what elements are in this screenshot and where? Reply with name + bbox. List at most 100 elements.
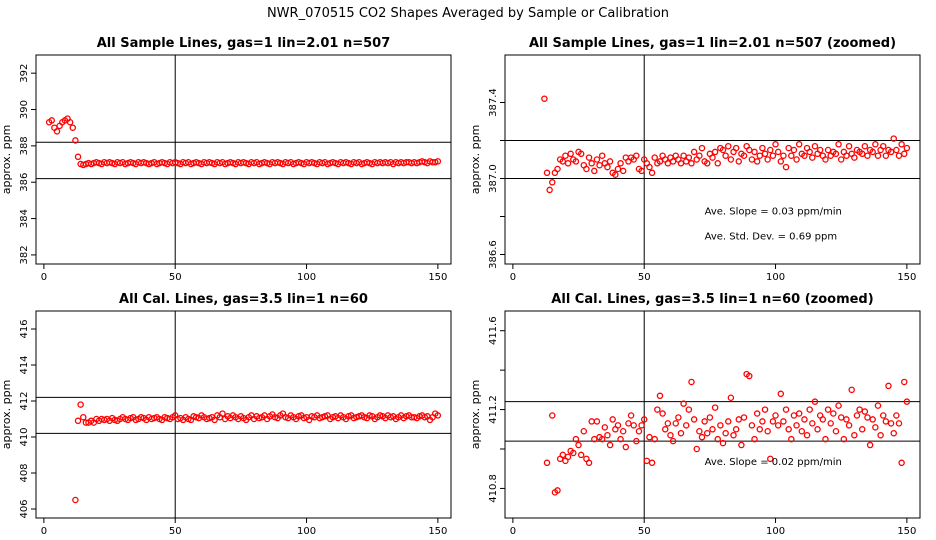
data-point xyxy=(719,439,727,447)
data-point xyxy=(675,414,682,421)
data-point xyxy=(669,158,677,165)
data-point xyxy=(869,416,876,423)
data-point xyxy=(861,408,869,415)
data-point xyxy=(824,406,832,413)
data-point xyxy=(793,422,800,429)
data-point xyxy=(746,372,753,380)
data-point xyxy=(717,422,724,429)
y-tick-label: 386 xyxy=(19,173,30,192)
x-tick-label: 150 xyxy=(897,272,916,283)
data-point xyxy=(604,431,611,439)
data-point xyxy=(903,398,911,405)
data-point xyxy=(693,445,700,453)
data-point xyxy=(72,496,79,504)
data-point xyxy=(688,378,695,386)
data-point xyxy=(680,400,687,407)
data-point xyxy=(830,410,837,417)
x-tick-label: 100 xyxy=(297,272,316,283)
data-point xyxy=(688,160,695,167)
data-point xyxy=(703,160,711,167)
data-point xyxy=(751,435,758,443)
data-point xyxy=(643,457,651,465)
y-axis-label: approx. ppm xyxy=(0,125,13,195)
data-point xyxy=(769,418,777,425)
data-point xyxy=(740,152,748,159)
data-point xyxy=(735,416,743,423)
data-point xyxy=(577,150,585,158)
data-point xyxy=(811,398,819,405)
data-point xyxy=(588,160,595,167)
data-point xyxy=(606,441,614,449)
data-point xyxy=(549,412,556,419)
data-point xyxy=(879,412,887,419)
data-point xyxy=(554,165,561,173)
data-point xyxy=(769,152,777,159)
data-point xyxy=(869,148,876,156)
data-point xyxy=(793,156,800,163)
data-point xyxy=(887,420,895,427)
data-point xyxy=(635,428,643,435)
y-tick-label: 387.0 xyxy=(488,164,499,193)
data-point xyxy=(874,402,882,409)
data-point xyxy=(74,153,82,161)
y-tick-label: 411.6 xyxy=(488,316,499,345)
x-tick-label: 0 xyxy=(510,526,516,537)
x-tick-label: 50 xyxy=(169,272,182,283)
data-point xyxy=(564,453,572,461)
data-point xyxy=(661,426,669,433)
data-point xyxy=(725,418,732,425)
data-point xyxy=(690,416,698,423)
data-point xyxy=(606,158,614,165)
data-point xyxy=(732,426,740,433)
y-tick-label: 406 xyxy=(19,499,30,518)
data-point xyxy=(619,428,627,435)
data-point xyxy=(614,165,622,173)
data-point xyxy=(572,158,580,165)
data-point xyxy=(785,426,792,433)
data-point xyxy=(543,169,551,177)
y-tick-label: 416 xyxy=(19,319,30,338)
data-point xyxy=(827,420,834,427)
annotation-text: Ave. Std. Dev. = 0.69 ppm xyxy=(705,231,837,242)
data-point xyxy=(659,410,666,417)
data-point xyxy=(664,420,672,427)
data-point xyxy=(740,414,748,421)
data-point xyxy=(627,412,635,419)
x-tick-label: 150 xyxy=(897,526,916,537)
x-tick-label: 0 xyxy=(510,272,516,283)
data-point xyxy=(651,435,658,443)
panel-cal-full: All Cal. Lines, gas=3.5 lin=1 n=60 approx… xyxy=(0,292,452,537)
x-tick-label: 0 xyxy=(41,526,47,537)
data-point xyxy=(562,152,569,159)
data-point xyxy=(722,152,729,159)
data-point xyxy=(738,441,745,449)
data-point xyxy=(583,165,590,173)
x-tick-label: 0 xyxy=(41,272,47,283)
data-point xyxy=(795,141,803,148)
data-point xyxy=(782,406,790,413)
data-point xyxy=(617,435,624,443)
data-point xyxy=(677,429,685,437)
data-point xyxy=(654,406,661,413)
data-point xyxy=(845,422,853,429)
data-point xyxy=(667,431,674,439)
data-point xyxy=(843,416,850,423)
data-point xyxy=(761,150,769,158)
data-point xyxy=(801,152,808,159)
data-point xyxy=(727,394,735,401)
panel-cal-zoomed: All Cal. Lines, gas=3.5 lin=1 n=60 (zoom… xyxy=(469,292,921,537)
y-tick-label: 386.6 xyxy=(488,240,499,269)
y-axis-label: approx. ppm xyxy=(0,380,13,450)
data-point xyxy=(879,142,887,150)
data-point xyxy=(822,435,829,443)
data-point xyxy=(756,152,764,159)
data-point xyxy=(554,487,561,494)
y-tick-label: 382 xyxy=(19,245,30,264)
data-point xyxy=(806,148,813,156)
data-point xyxy=(727,156,735,163)
data-point xyxy=(753,158,761,165)
data-point xyxy=(893,412,900,419)
data-point xyxy=(598,152,606,159)
data-point xyxy=(772,412,779,419)
